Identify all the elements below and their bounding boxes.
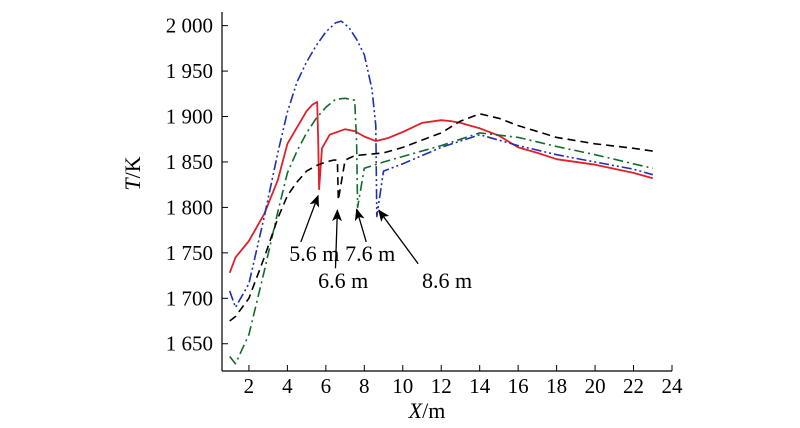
y-axis-title: T/K (120, 156, 145, 190)
x-tick-label: 18 (546, 374, 567, 398)
x-tick-label: 10 (392, 374, 413, 398)
series-line-3 (229, 97, 653, 365)
annotation-label-1: 5.6 m (289, 241, 339, 266)
annotation-label-3: 7.6 m (345, 241, 395, 266)
x-tick-label: 16 (508, 374, 529, 398)
axes-layer: 1 650 1 700 1 750 1 800 1 850 1 900 1 950 2 000… (120, 12, 683, 423)
x-tick-label: 22 (623, 374, 644, 398)
x-tick-label: 8 (359, 374, 370, 398)
x-tick-label: 12 (431, 374, 452, 398)
annotation-arrow-4 (378, 209, 419, 265)
y-tick-label: 1 950 (166, 59, 213, 83)
y-axis-title-symbol: T (120, 177, 145, 191)
y-axis-title-unit: /K (120, 156, 145, 178)
annotation-arrow-3 (354, 208, 367, 243)
series-line-4 (229, 113, 653, 322)
y-tick-label: 1 850 (166, 150, 213, 174)
annotation-layer: 5.6 m6.6 m7.6 m 8.6 m (289, 194, 472, 293)
y-tick-label: 1 800 (166, 195, 213, 219)
annotation-arrow-1 (300, 194, 319, 243)
x-tick-label: 2 (244, 374, 255, 398)
y-tick-label: 1 900 (166, 105, 213, 129)
x-tick-label: 4 (282, 374, 293, 398)
y-tick-label: 2 000 (166, 14, 213, 38)
x-tick-label: 14 (469, 374, 491, 398)
x-axis-title-unit: /m (422, 398, 445, 423)
x-axis-title: X/m (408, 398, 446, 423)
y-tick-label: 1 650 (166, 332, 213, 356)
x-tick-label: 24 (662, 374, 684, 398)
annotation-arrow-2 (332, 209, 343, 269)
annotation-label-4: 8.6 m (422, 268, 472, 293)
annotation-label-2: 6.6 m (318, 268, 368, 293)
series-layer (228, 20, 654, 365)
series-line-2 (228, 20, 654, 309)
x-tick-label: 20 (585, 374, 606, 398)
x-tick-label: 6 (321, 374, 332, 398)
y-tick-label: 1 700 (166, 286, 213, 310)
y-tick-label: 1 750 (166, 241, 213, 265)
x-axis-title-symbol: X (408, 398, 424, 423)
